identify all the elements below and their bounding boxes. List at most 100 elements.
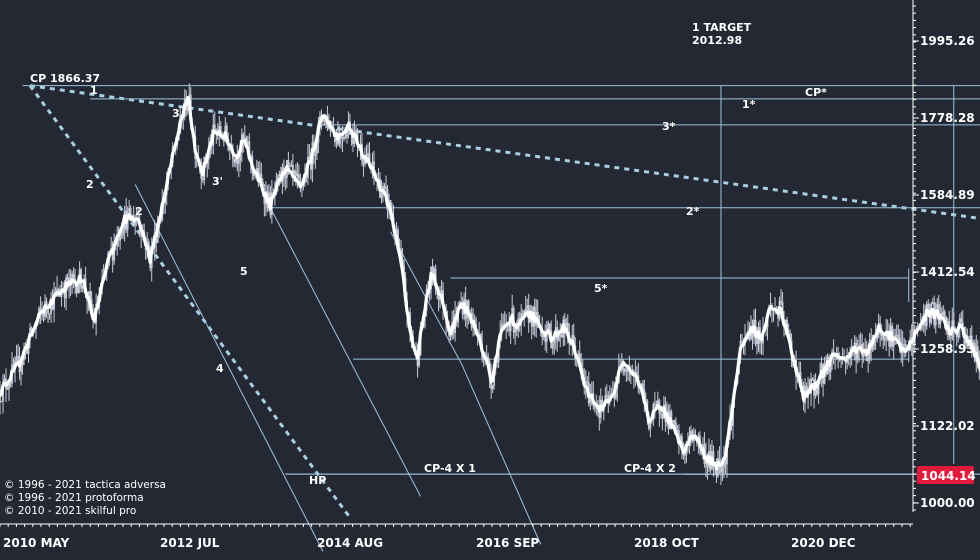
candle-body: [491, 385, 494, 389]
candle-body: [898, 337, 901, 343]
candle-body: [81, 285, 84, 289]
cp-top-label: CP 1866.37: [30, 72, 100, 85]
y-axis-minor-ticks: [913, 5, 916, 511]
candle-body: [380, 191, 383, 198]
candle-body: [47, 309, 49, 314]
current-price-badge: 1044.14: [917, 466, 976, 484]
candle-body: [509, 321, 512, 332]
candle-body: [960, 318, 963, 323]
candle-body: [159, 220, 162, 223]
candle-body: [341, 137, 344, 139]
channel-line: [134, 184, 324, 552]
candle-body: [892, 338, 895, 347]
wave-2-star-label: 2*: [686, 205, 700, 218]
wave-2-label: 2: [135, 205, 143, 218]
candle-body: [939, 313, 942, 325]
wave-5-label: 5: [240, 265, 248, 278]
candle-body: [128, 207, 131, 212]
candle-body: [967, 343, 970, 347]
candle-body: [903, 343, 906, 345]
candle-body: [553, 336, 556, 344]
candle-body: [595, 407, 598, 409]
target-value-label: 2012.98: [692, 34, 742, 47]
candle-body: [849, 355, 852, 360]
candle-body: [56, 288, 58, 293]
candle-body: [560, 334, 563, 338]
candle-body: [557, 335, 560, 341]
candle-body: [255, 168, 258, 174]
candle-body: [536, 312, 539, 316]
candle-body: [780, 300, 782, 302]
candle-body: [344, 136, 347, 138]
copyright-line: © 1996 - 2021 tactica adversa: [4, 479, 166, 491]
candle-body: [263, 193, 266, 204]
candle-body: [943, 311, 946, 317]
candle-body: [508, 324, 511, 332]
candle-body: [233, 158, 236, 163]
candle-body: [895, 334, 898, 336]
candle-body: [721, 467, 724, 473]
candle-body: [440, 290, 443, 296]
candle-body: [308, 156, 311, 160]
candle-body: [371, 161, 374, 168]
candle-body: [254, 173, 257, 176]
x-tick-label: 2010 MAY: [3, 536, 70, 550]
candle-body: [590, 392, 593, 396]
candle-body: [649, 420, 652, 429]
x-tick-label: 2020 DEC: [791, 536, 856, 550]
candle-body: [469, 312, 472, 315]
candle-body: [904, 344, 907, 350]
wave-3-label: 3: [172, 107, 180, 120]
candle-body: [234, 156, 237, 163]
candle-body: [551, 343, 554, 349]
candle-body: [134, 220, 137, 225]
wave-2-label: 2: [86, 178, 94, 191]
candle-body: [577, 353, 580, 359]
candle-body: [362, 160, 365, 165]
x-tick-label: 2012 JUL: [160, 536, 220, 550]
candle-body: [622, 368, 625, 371]
candle-body: [15, 357, 18, 361]
candle-body: [756, 338, 758, 345]
candle-body: [586, 381, 589, 383]
candle-body: [931, 302, 934, 304]
candle-body: [237, 159, 240, 165]
candle-body: [862, 351, 865, 357]
channel-line: [461, 364, 542, 545]
candle-body: [297, 173, 300, 179]
y-tick-label: 1000.00: [920, 496, 975, 510]
candle-body: [87, 291, 90, 301]
candle-body: [418, 355, 420, 366]
candle-body: [496, 356, 499, 363]
candle-body: [243, 137, 246, 140]
dotted-trend-lines: [28, 84, 980, 518]
candle-body: [239, 152, 242, 160]
y-tick-label: 1584.89: [920, 188, 975, 202]
candle-body: [693, 439, 695, 442]
candle-body: [936, 304, 939, 308]
copyright-line: © 2010 - 2021 skilful pro: [4, 505, 136, 517]
candle-body: [566, 322, 569, 333]
x-tick-label: 2016 SEP: [476, 536, 539, 550]
candle-body: [942, 311, 945, 316]
candle-body: [876, 334, 879, 340]
wave-5-star-label: 5*: [594, 282, 608, 295]
candle-body: [284, 177, 287, 179]
candle-body: [673, 420, 676, 423]
candle-body: [958, 318, 961, 328]
candle-body: [949, 336, 952, 338]
y-axis: 1000.00 1122.02 1258.93 1412.54 1584.89 1778.…: [912, 0, 975, 512]
candle-body: [675, 422, 677, 431]
candle-body: [578, 353, 581, 363]
candle-body: [343, 136, 345, 139]
candle-body: [653, 404, 656, 406]
candle-body: [122, 230, 125, 235]
candle-body: [59, 295, 61, 297]
cp4x2-label: CP-4 X 2: [624, 462, 676, 475]
candle-body: [346, 127, 348, 138]
candle-body: [625, 370, 628, 372]
candle-body: [838, 358, 841, 360]
candle-body: [3, 378, 6, 382]
